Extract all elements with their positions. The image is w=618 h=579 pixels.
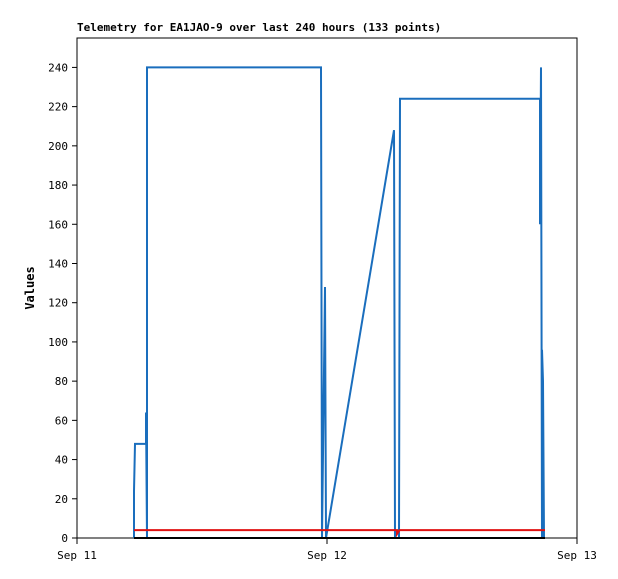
- x-tick-label: Sep 13: [557, 549, 597, 562]
- y-tick-label: 200: [48, 140, 68, 153]
- y-tick-label: 180: [48, 179, 68, 192]
- y-tick-label: 40: [55, 454, 68, 467]
- x-tick-label: Sep 11: [57, 549, 97, 562]
- y-tick-label: 100: [48, 336, 68, 349]
- y-tick-label: 120: [48, 297, 68, 310]
- y-tick-label: 0: [61, 532, 68, 545]
- x-tick-label: Sep 12: [307, 549, 347, 562]
- y-tick-label: 140: [48, 257, 68, 270]
- y-tick-label: 20: [55, 493, 68, 506]
- y-tick-label: 220: [48, 101, 68, 114]
- y-axis-label: Values: [23, 266, 37, 309]
- y-tick-label: 240: [48, 61, 68, 74]
- plot-frame: [76, 37, 578, 539]
- y-tick-label: 160: [48, 218, 68, 231]
- data-line: [133, 66, 545, 539]
- y-tick-label: 80: [55, 375, 68, 388]
- y-tick-label: 60: [55, 414, 68, 427]
- chart-title: Telemetry for EA1JAO-9 over last 240 hou…: [77, 21, 441, 34]
- data-line: [134, 529, 545, 538]
